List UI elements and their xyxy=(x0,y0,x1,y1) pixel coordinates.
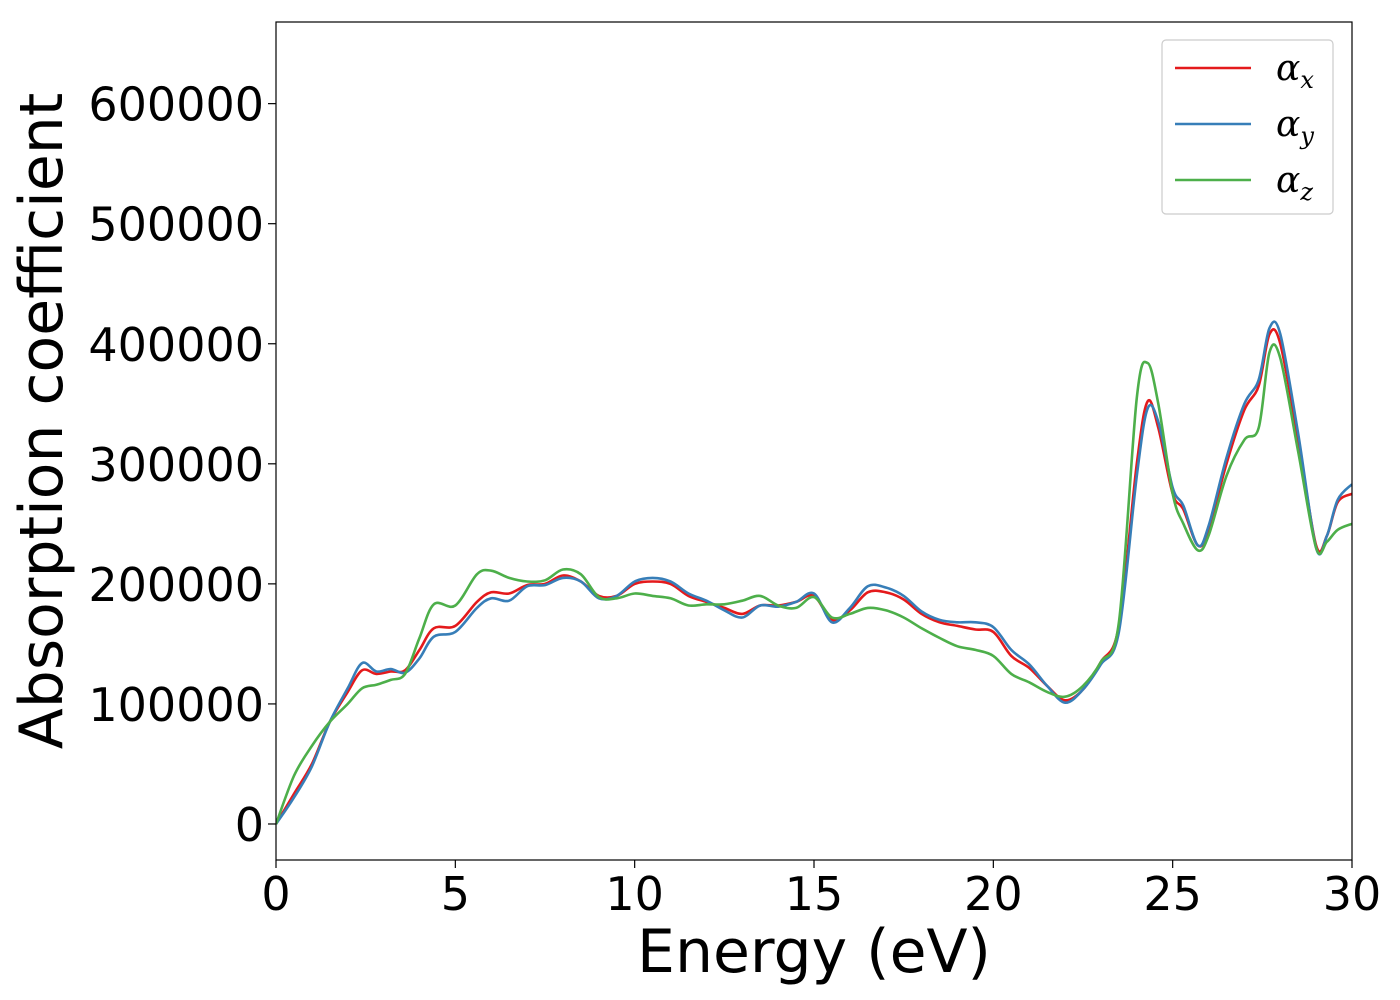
plot-lines xyxy=(276,320,1352,825)
legend-box xyxy=(1161,39,1334,215)
y-tick-label: 300000 xyxy=(88,438,264,492)
legend-label-x: αx xyxy=(1276,48,1314,94)
legend: αx αy αz xyxy=(1161,39,1334,215)
y-tick-label: 100000 xyxy=(88,678,264,732)
x-tick-label: 5 xyxy=(441,867,470,921)
x-tick-label: 15 xyxy=(785,867,844,921)
x-tick-label: 20 xyxy=(964,867,1023,921)
x-axis-ticks: 0 5 10 15 20 25 30 xyxy=(261,860,1381,921)
series-line-x xyxy=(276,328,1352,825)
y-axis-title: Absorption coefficient xyxy=(7,93,77,750)
y-tick-label: 0 xyxy=(235,798,264,852)
y-tick-label: 600000 xyxy=(88,78,264,132)
legend-label-y: αy xyxy=(1276,104,1314,150)
y-tick-label: 400000 xyxy=(88,318,264,372)
y-tick-label: 200000 xyxy=(88,558,264,612)
x-tick-label: 25 xyxy=(1143,867,1202,921)
x-tick-label: 10 xyxy=(605,867,664,921)
x-axis-title: Energy (eV) xyxy=(637,917,991,987)
y-tick-label: 500000 xyxy=(88,198,264,252)
series-line-z xyxy=(276,343,1352,825)
y-axis-ticks: 0 100000 200000 300000 400000 500000 600000 xyxy=(88,78,276,852)
x-tick-label: 0 xyxy=(261,867,290,921)
series-line-y xyxy=(276,320,1352,825)
legend-label-z: αz xyxy=(1276,160,1313,206)
x-tick-label: 30 xyxy=(1323,867,1382,921)
